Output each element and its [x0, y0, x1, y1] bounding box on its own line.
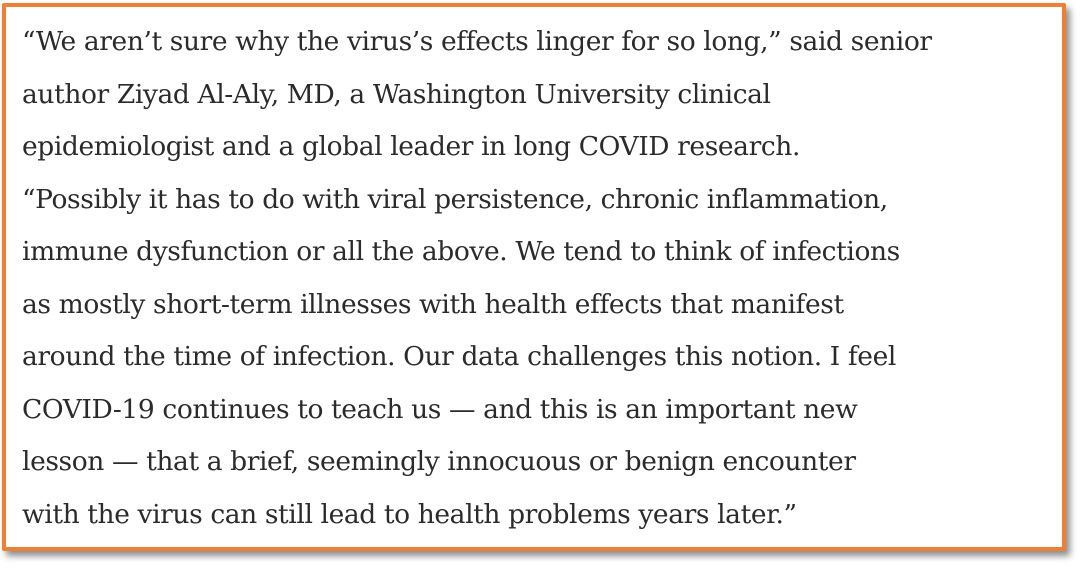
quote-line: epidemiologist and a global leader in lo… — [22, 131, 800, 162]
quote-line: “We aren’t sure why the virus’s effects … — [22, 26, 932, 57]
quote-line: “Possibly it has to do with viral persis… — [22, 183, 888, 215]
quote-frame: “We aren’t sure why the virus’s effects … — [2, 3, 1066, 551]
quote-line: around the time of infection. Our data c… — [22, 341, 896, 372]
quote-text: “We aren’t sure why the virus’s effects … — [22, 16, 1062, 541]
quote-line: author Ziyad Al-Aly, MD, a Washington Un… — [22, 78, 771, 110]
quote-line: lesson — that a brief, seemingly innocuo… — [22, 446, 856, 477]
quote-line: as mostly short-term illnesses with heal… — [22, 288, 844, 320]
quote-line: with the virus can still lead to health … — [22, 498, 797, 530]
quote-line: COVID-19 continues to teach us — and thi… — [22, 393, 858, 425]
quote-line: immune dysfunction or all the above. We … — [22, 236, 900, 267]
